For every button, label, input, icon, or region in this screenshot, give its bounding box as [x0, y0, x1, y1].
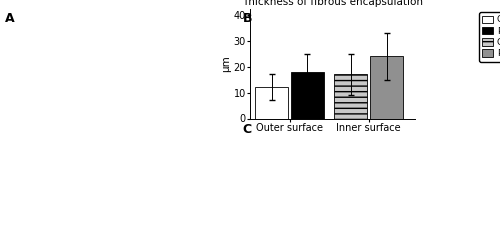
Title: Thickness of fibrous encapsulation: Thickness of fibrous encapsulation: [242, 0, 423, 7]
Bar: [334, 74, 368, 118]
Bar: [256, 87, 288, 118]
Y-axis label: μm: μm: [220, 56, 230, 72]
Text: B: B: [242, 12, 252, 25]
Bar: [291, 72, 324, 118]
Legend: Control (outer), PDLLA-MTZ, Control (inner), PDLLA-PDGF: Control (outer), PDLLA-MTZ, Control (inn…: [478, 12, 500, 62]
Text: A: A: [5, 12, 15, 25]
Text: C: C: [242, 123, 252, 136]
Bar: [370, 56, 403, 118]
